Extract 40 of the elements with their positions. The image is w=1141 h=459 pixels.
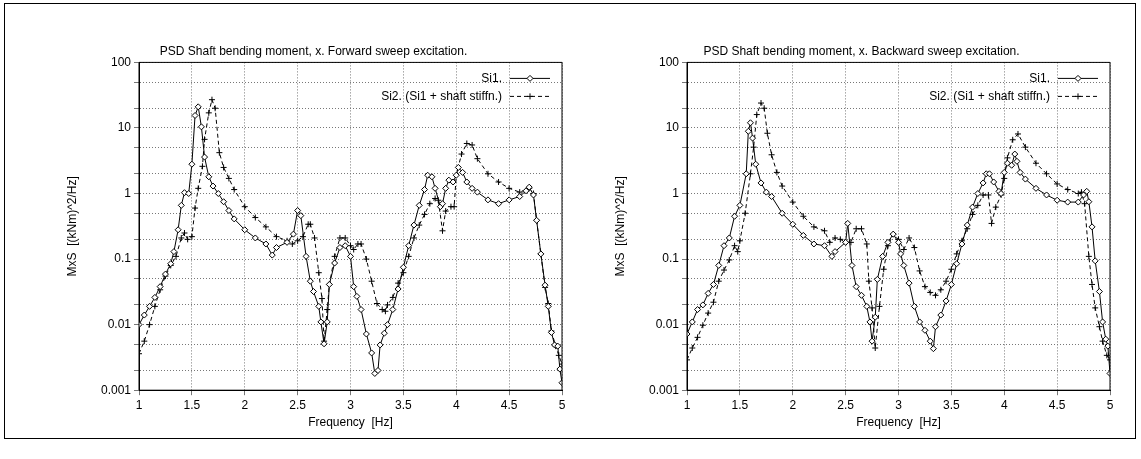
legend-label: Si2. (Si1 + shaft stiffn.) [381, 88, 502, 103]
y-tick-label: 0.1 [662, 251, 680, 266]
y-tick-label: 0.01 [107, 316, 132, 331]
x-tick-label: 1.5 [731, 397, 749, 412]
y-tick-label: 0.001 [648, 382, 680, 397]
legend-label: Si1. [1029, 70, 1050, 85]
x-axis-title: Frequency [Hz] [308, 415, 393, 430]
y-tick-label: 0.1 [114, 251, 132, 266]
x-tick-label: 4.5 [500, 397, 518, 412]
chart-title: PSD Shaft bending moment, x. Forward sweep excitation. [159, 43, 468, 58]
x-axis-title: Frequency [Hz] [856, 415, 941, 430]
x-tick-label: 4 [1000, 397, 1008, 412]
x-tick-label: 2 [241, 397, 249, 412]
x-tick-label: 4.5 [1048, 397, 1066, 412]
x-tick-label: 3.5 [943, 397, 961, 412]
y-tick-label: 1 [672, 185, 680, 200]
chart-title: PSD Shaft bending moment, x. Backward sweep excitation. [703, 43, 1020, 58]
x-tick-label: 1 [135, 397, 143, 412]
y-tick-label: 100 [110, 54, 132, 69]
y-axis-title: MxS [(kNm)^2/Hz] [64, 176, 79, 277]
x-tick-label: 4 [452, 397, 460, 412]
x-tick-label: 1 [683, 397, 691, 412]
x-tick-label: 2.5 [289, 397, 307, 412]
x-tick-label: 5 [1106, 397, 1114, 412]
y-tick-label: 0.01 [655, 316, 680, 331]
y-tick-label: 100 [658, 54, 680, 69]
legend-label: Si1. [481, 70, 502, 85]
x-tick-label: 3 [347, 397, 355, 412]
y-tick-label: 10 [665, 120, 680, 135]
x-tick-label: 2.5 [837, 397, 855, 412]
legend-label: Si2. (Si1 + shaft stiffn.) [929, 88, 1050, 103]
y-axis-title: MxS [(kNm)^2/Hz] [612, 176, 627, 277]
y-tick-label: 10 [117, 120, 132, 135]
x-tick-label: 3.5 [395, 397, 413, 412]
x-tick-label: 5 [558, 397, 566, 412]
y-tick-label: 1 [124, 185, 132, 200]
x-tick-label: 1.5 [183, 397, 201, 412]
x-tick-label: 3 [895, 397, 903, 412]
y-tick-label: 0.001 [100, 382, 132, 397]
x-tick-label: 2 [789, 397, 797, 412]
